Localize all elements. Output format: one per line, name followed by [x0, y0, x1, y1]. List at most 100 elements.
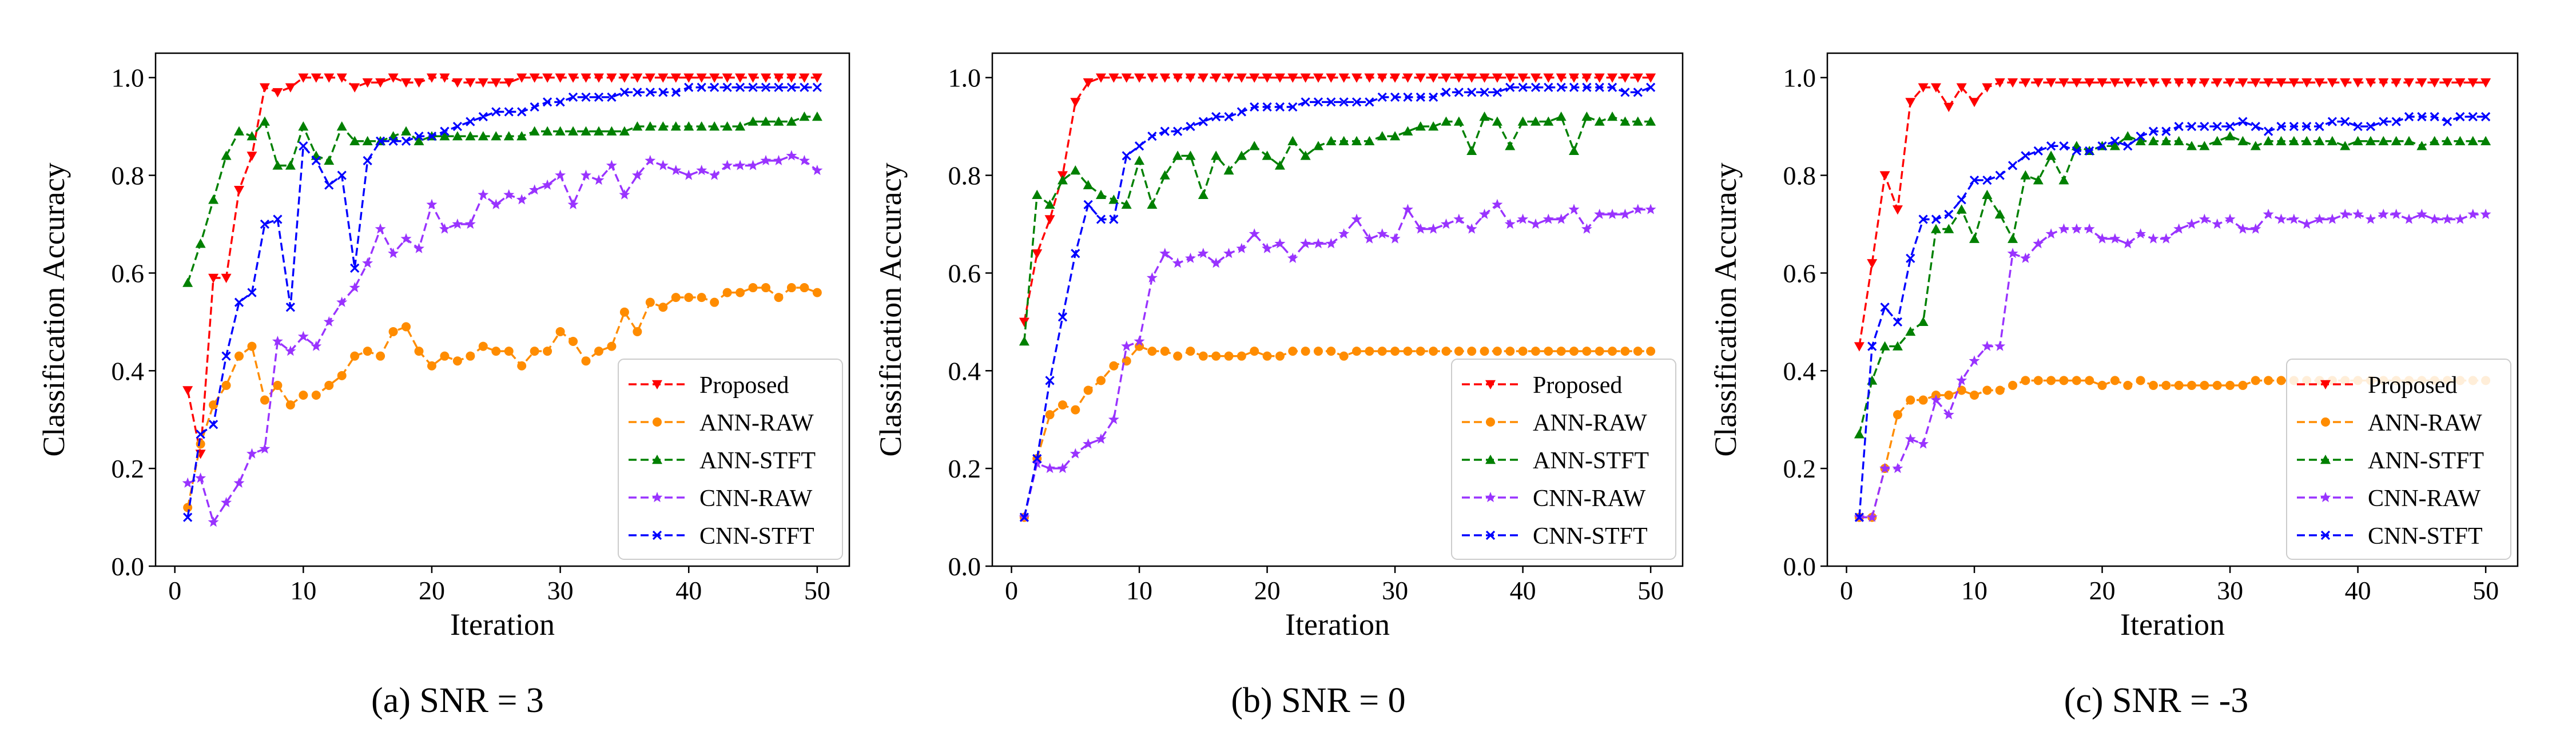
data-point: [1262, 102, 1272, 112]
data-point: [2442, 117, 2452, 126]
data-point: [1249, 73, 1260, 83]
data-point: [1906, 253, 1915, 263]
data-point: [196, 439, 205, 449]
data-point: [581, 73, 591, 83]
data-point: [2339, 208, 2351, 219]
data-point: [2301, 218, 2312, 229]
panel-caption: (b) SNR = 0: [1231, 681, 1405, 720]
legend-entry-proposed: Proposed: [2297, 372, 2457, 399]
data-point: [1441, 116, 1452, 126]
data-point: [503, 131, 514, 141]
data-point: [632, 73, 643, 83]
data-point: [1581, 223, 1592, 234]
y-axis-label: Classification Accuracy: [37, 162, 71, 456]
data-point: [1338, 73, 1349, 83]
data-point: [1351, 136, 1362, 145]
data-point: [1428, 223, 1439, 234]
data-point: [297, 331, 309, 341]
data-point: [1982, 385, 1992, 395]
data-point: [2123, 141, 2133, 151]
data-point: [2224, 213, 2236, 224]
x-tick-label: 40: [2345, 576, 2371, 605]
data-point: [786, 82, 797, 92]
data-point: [2021, 151, 2030, 161]
legend-label: CNN-STFT: [1533, 523, 1648, 550]
data-point: [1957, 195, 1966, 205]
data-point: [2212, 218, 2223, 229]
data-point: [1070, 165, 1081, 175]
y-tick-label: 0.8: [948, 161, 981, 190]
data-point: [273, 380, 283, 390]
data-point: [1416, 347, 1425, 356]
data-point: [208, 420, 218, 429]
data-point: [2148, 380, 2158, 390]
x-tick-label: 10: [1961, 576, 1987, 605]
data-point: [2352, 208, 2364, 219]
data-point: [2046, 141, 2056, 151]
series-ann-raw: [183, 283, 822, 512]
x-tick-label: 10: [1126, 576, 1152, 605]
data-point: [247, 152, 257, 161]
data-point: [748, 73, 758, 83]
data-point: [1249, 141, 1260, 150]
data-point: [2135, 136, 2146, 145]
y-tick-label: 0.0: [1783, 552, 1816, 581]
data-point: [696, 121, 707, 131]
data-point: [2429, 136, 2440, 145]
data-point: [722, 121, 733, 131]
data-point: [285, 83, 296, 93]
data-point: [2097, 78, 2108, 88]
data-point: [401, 136, 411, 146]
x-axis-label: Iteration: [2120, 607, 2225, 642]
legend-marker: [651, 492, 663, 503]
data-point: [800, 283, 809, 293]
data-point: [2276, 78, 2287, 88]
data-point: [1071, 405, 1080, 415]
data-point: [1147, 347, 1157, 356]
data-point: [2097, 233, 2108, 244]
legend-entry-ann-stft: ANN-STFT: [1462, 448, 1649, 474]
data-point: [1531, 347, 1540, 356]
data-point: [273, 214, 283, 224]
data-point: [452, 218, 463, 229]
data-point: [542, 73, 553, 83]
data-point: [2237, 136, 2248, 145]
data-point: [709, 73, 720, 83]
data-point: [1300, 238, 1311, 249]
data-point: [670, 121, 681, 131]
data-point: [311, 391, 321, 400]
data-point: [1288, 347, 1298, 356]
data-point: [350, 263, 360, 273]
data-point: [606, 73, 617, 83]
data-point: [1943, 409, 1954, 420]
data-point: [1224, 351, 1234, 361]
data-point: [1326, 97, 1336, 107]
data-point: [2378, 136, 2389, 145]
data-point: [734, 160, 746, 170]
data-point: [2314, 78, 2325, 88]
data-point: [2136, 376, 2145, 385]
data-point: [1287, 73, 1298, 83]
x-tick-label: 0: [1005, 576, 1018, 605]
data-point: [182, 477, 193, 488]
data-point: [1300, 150, 1311, 160]
data-point: [1262, 351, 1272, 361]
data-point: [1249, 228, 1260, 239]
data-point: [414, 132, 424, 141]
data-point: [735, 73, 746, 83]
data-point: [2173, 223, 2185, 234]
data-point: [1505, 73, 1516, 83]
data-point: [1556, 213, 1567, 224]
axes-frame: [991, 52, 1684, 567]
data-point: [530, 102, 539, 112]
data-point: [1389, 233, 1401, 244]
data-point: [247, 341, 257, 351]
data-point: [1198, 73, 1209, 83]
data-point: [2033, 376, 2043, 385]
data-point: [324, 73, 335, 83]
series-ann-stft: [182, 112, 822, 287]
data-point: [1070, 98, 1081, 108]
data-point: [1198, 189, 1209, 199]
data-point: [2250, 141, 2261, 150]
data-point: [1505, 141, 1516, 150]
